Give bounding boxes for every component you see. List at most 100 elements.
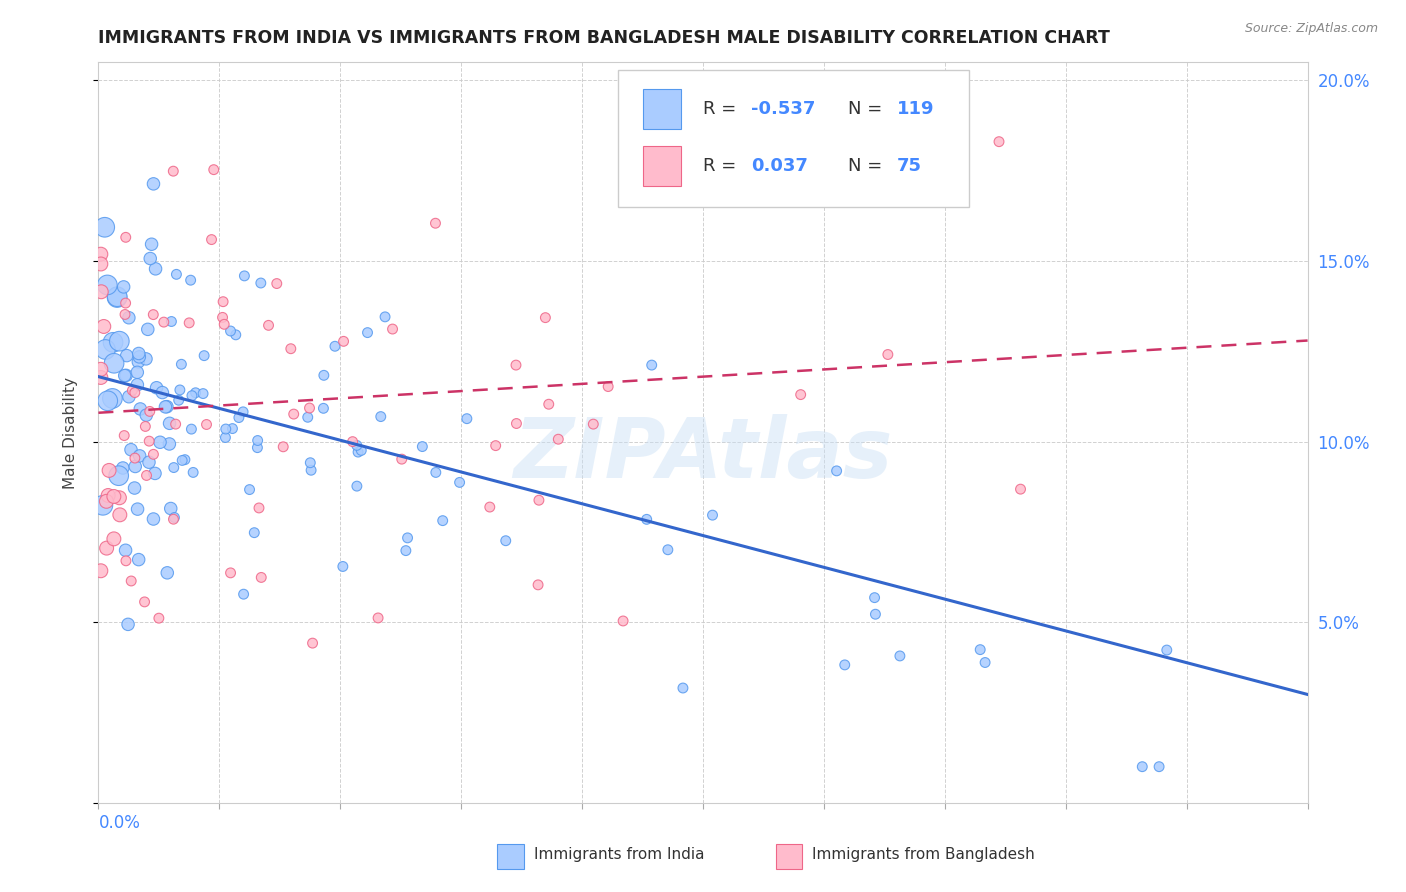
- Point: [174, 452, 197, 467]
- Point: [298, 401, 321, 415]
- Point: [128, 346, 150, 360]
- Point: [505, 358, 527, 372]
- Point: [121, 384, 143, 398]
- Point: [425, 216, 447, 230]
- Point: [117, 617, 139, 632]
- Point: [138, 455, 160, 469]
- Point: [120, 442, 142, 457]
- Point: [165, 268, 187, 282]
- Point: [865, 607, 887, 622]
- Point: [323, 339, 346, 353]
- Point: [136, 322, 159, 336]
- Point: [90, 257, 112, 271]
- Point: [90, 370, 112, 384]
- Point: [232, 587, 254, 601]
- Point: [367, 611, 389, 625]
- Point: [128, 350, 150, 364]
- Point: [101, 335, 124, 350]
- Point: [342, 434, 364, 449]
- Point: [129, 401, 152, 416]
- Point: [825, 464, 848, 478]
- Point: [114, 543, 136, 558]
- Point: [105, 291, 128, 305]
- Point: [96, 541, 118, 555]
- Point: [149, 435, 172, 450]
- Point: [250, 276, 273, 290]
- Point: [108, 334, 131, 349]
- Point: [90, 564, 112, 578]
- Point: [179, 316, 201, 330]
- Point: [143, 467, 166, 481]
- Text: ZIPAtlas: ZIPAtlas: [513, 414, 893, 495]
- Point: [202, 162, 225, 177]
- Point: [297, 410, 319, 425]
- Point: [134, 595, 156, 609]
- Point: [449, 475, 471, 490]
- Point: [97, 488, 120, 502]
- Bar: [498, 844, 524, 870]
- Point: [142, 447, 165, 461]
- Point: [138, 434, 160, 449]
- Point: [94, 343, 117, 357]
- Text: Immigrants from India: Immigrants from India: [534, 847, 704, 863]
- Point: [702, 508, 724, 523]
- Point: [332, 559, 354, 574]
- Point: [103, 490, 125, 504]
- Point: [153, 315, 176, 329]
- Point: [124, 481, 146, 495]
- Point: [876, 347, 898, 361]
- Bar: [643, 145, 682, 186]
- Point: [271, 440, 294, 454]
- Point: [134, 419, 156, 434]
- Point: [118, 390, 141, 404]
- Point: [974, 656, 997, 670]
- Point: [142, 177, 165, 191]
- Point: [432, 514, 454, 528]
- Point: [863, 591, 886, 605]
- Point: [280, 342, 302, 356]
- Point: [135, 351, 157, 366]
- Point: [160, 314, 183, 328]
- Point: [93, 220, 115, 235]
- Point: [312, 401, 335, 416]
- Point: [195, 417, 218, 432]
- Point: [103, 356, 125, 370]
- Point: [124, 451, 146, 466]
- Point: [101, 392, 124, 406]
- Point: [257, 318, 280, 333]
- Point: [98, 463, 121, 477]
- Point: [162, 512, 184, 526]
- Point: [219, 566, 242, 580]
- Point: [250, 570, 273, 584]
- Point: [108, 508, 131, 522]
- Point: [219, 324, 242, 338]
- Text: -0.537: -0.537: [751, 100, 815, 118]
- Point: [988, 135, 1011, 149]
- Point: [159, 417, 181, 431]
- Point: [142, 512, 165, 526]
- Text: N =: N =: [848, 100, 889, 118]
- Point: [90, 285, 112, 299]
- Point: [135, 408, 157, 422]
- Point: [112, 280, 135, 294]
- Text: R =: R =: [703, 100, 742, 118]
- Point: [111, 461, 134, 475]
- Point: [411, 440, 433, 454]
- Point: [142, 308, 165, 322]
- Point: [96, 494, 118, 508]
- Point: [114, 230, 136, 244]
- Point: [425, 466, 447, 480]
- Point: [889, 648, 911, 663]
- Point: [1130, 760, 1153, 774]
- Text: IMMIGRANTS FROM INDIA VS IMMIGRANTS FROM BANGLADESH MALE DISABILITY CORRELATION : IMMIGRANTS FROM INDIA VS IMMIGRANTS FROM…: [98, 29, 1111, 47]
- Point: [969, 642, 991, 657]
- Point: [246, 441, 269, 455]
- Point: [159, 501, 181, 516]
- Point: [1147, 760, 1170, 774]
- Text: 75: 75: [897, 157, 921, 175]
- Point: [139, 252, 162, 266]
- Point: [167, 393, 190, 408]
- Point: [395, 543, 418, 558]
- Point: [155, 400, 177, 414]
- Point: [127, 365, 149, 379]
